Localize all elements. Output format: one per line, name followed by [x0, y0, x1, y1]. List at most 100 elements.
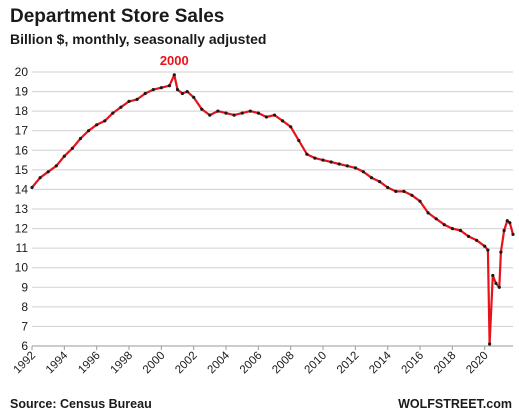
- chart-subtitle: Billion $, monthly, seasonally adjusted: [10, 31, 266, 47]
- data-point: [442, 223, 446, 227]
- data-point: [46, 170, 50, 174]
- data-point: [87, 129, 91, 133]
- x-tick-label: 2004: [206, 349, 233, 376]
- data-point: [192, 95, 196, 99]
- data-point: [491, 273, 495, 278]
- data-point: [180, 91, 184, 96]
- data-point: [240, 111, 244, 115]
- x-tick-label: 2020: [464, 350, 491, 377]
- data-point: [494, 281, 498, 285]
- source-note: Source: Census Bureau: [10, 397, 152, 411]
- data-point: [135, 97, 139, 101]
- data-point: [127, 99, 131, 103]
- data-point: [505, 219, 509, 223]
- data-point: [297, 138, 301, 143]
- data-point: [289, 125, 293, 129]
- x-tick-label: 2000: [141, 350, 168, 377]
- data-point: [402, 189, 406, 193]
- data-point: [208, 113, 212, 117]
- data-point: [200, 107, 204, 111]
- data-point: [488, 342, 492, 346]
- data-point: [329, 160, 333, 164]
- x-tick-label: 2002: [173, 350, 200, 377]
- data-point: [426, 211, 430, 215]
- data-point: [70, 146, 74, 150]
- data-point: [497, 285, 501, 289]
- data-point: [38, 176, 42, 180]
- y-axis-ticks: 6 7 8 9 10 11 12 13 14 15 16 17 18 19 20: [15, 65, 29, 353]
- data-point: [272, 113, 277, 117]
- data-point: [264, 115, 268, 119]
- data-point: [30, 185, 34, 190]
- data-point: [111, 111, 115, 115]
- data-point: [337, 162, 341, 166]
- data-point: [450, 227, 454, 231]
- data-point: [321, 158, 325, 162]
- x-tick-label: 1994: [44, 349, 71, 376]
- data-point: [410, 193, 414, 197]
- data-point: [305, 152, 309, 156]
- data-point: [386, 185, 390, 190]
- data-point: [119, 105, 123, 109]
- data-points: [30, 73, 515, 346]
- data-point: [394, 189, 398, 193]
- x-tick-label: 2010: [303, 350, 330, 377]
- data-point: [353, 166, 357, 170]
- x-tick-label: 2014: [367, 349, 394, 376]
- y-tick-label: 12: [15, 222, 29, 236]
- data-point: [378, 180, 382, 184]
- data-point: [508, 221, 512, 225]
- x-tick-label: 1992: [12, 350, 39, 377]
- brand-watermark: WOLFSTREET.com: [398, 397, 512, 411]
- data-point: [345, 164, 349, 168]
- data-point: [232, 113, 236, 117]
- data-point: [256, 111, 260, 115]
- data-point: [143, 91, 147, 96]
- y-tick-label: 14: [15, 182, 29, 196]
- data-point: [458, 228, 463, 233]
- data-point: [185, 90, 189, 94]
- chart-title: Department Store Sales: [10, 6, 224, 27]
- x-tick-label: 2006: [238, 350, 265, 377]
- data-point: [511, 232, 515, 236]
- x-tick-label: 1998: [109, 350, 136, 377]
- data-point: [54, 164, 58, 168]
- y-tick-label: 20: [15, 65, 29, 79]
- y-tick-label: 19: [15, 85, 29, 99]
- data-point: [78, 136, 83, 141]
- data-point: [175, 88, 180, 92]
- data-point: [499, 250, 503, 254]
- data-point: [361, 170, 365, 174]
- y-tick-label: 9: [21, 280, 28, 294]
- peak-annotation: 2000: [160, 53, 189, 68]
- data-point: [216, 109, 220, 113]
- data-point: [167, 84, 171, 88]
- y-tick-label: 10: [15, 261, 29, 275]
- y-tick-label: 17: [15, 124, 29, 138]
- y-tick-label: 16: [15, 143, 29, 157]
- x-tick-label: 2018: [432, 350, 459, 377]
- x-tick-label: 2012: [335, 350, 362, 377]
- x-axis-ticks: 1992 1994 1996 1998 2000 2002 2004 2006 2008 2010…: [12, 346, 491, 376]
- x-tick-label: 1996: [76, 350, 103, 377]
- data-point: [369, 176, 374, 180]
- data-point: [224, 111, 228, 115]
- y-tick-label: 8: [21, 300, 28, 314]
- data-point: [434, 217, 438, 221]
- y-tick-label: 13: [15, 202, 29, 216]
- data-point: [248, 109, 252, 113]
- data-point: [103, 119, 107, 123]
- data-point: [486, 248, 490, 252]
- data-point: [281, 119, 285, 123]
- gridlines: [32, 71, 513, 347]
- y-tick-label: 11: [16, 241, 29, 255]
- data-point: [151, 88, 155, 92]
- data-point: [95, 123, 99, 127]
- data-point: [159, 86, 163, 90]
- data-point: [172, 73, 176, 77]
- data-point: [418, 199, 422, 203]
- data-point: [313, 156, 317, 160]
- y-tick-label: 18: [15, 104, 29, 118]
- data-point: [62, 154, 66, 158]
